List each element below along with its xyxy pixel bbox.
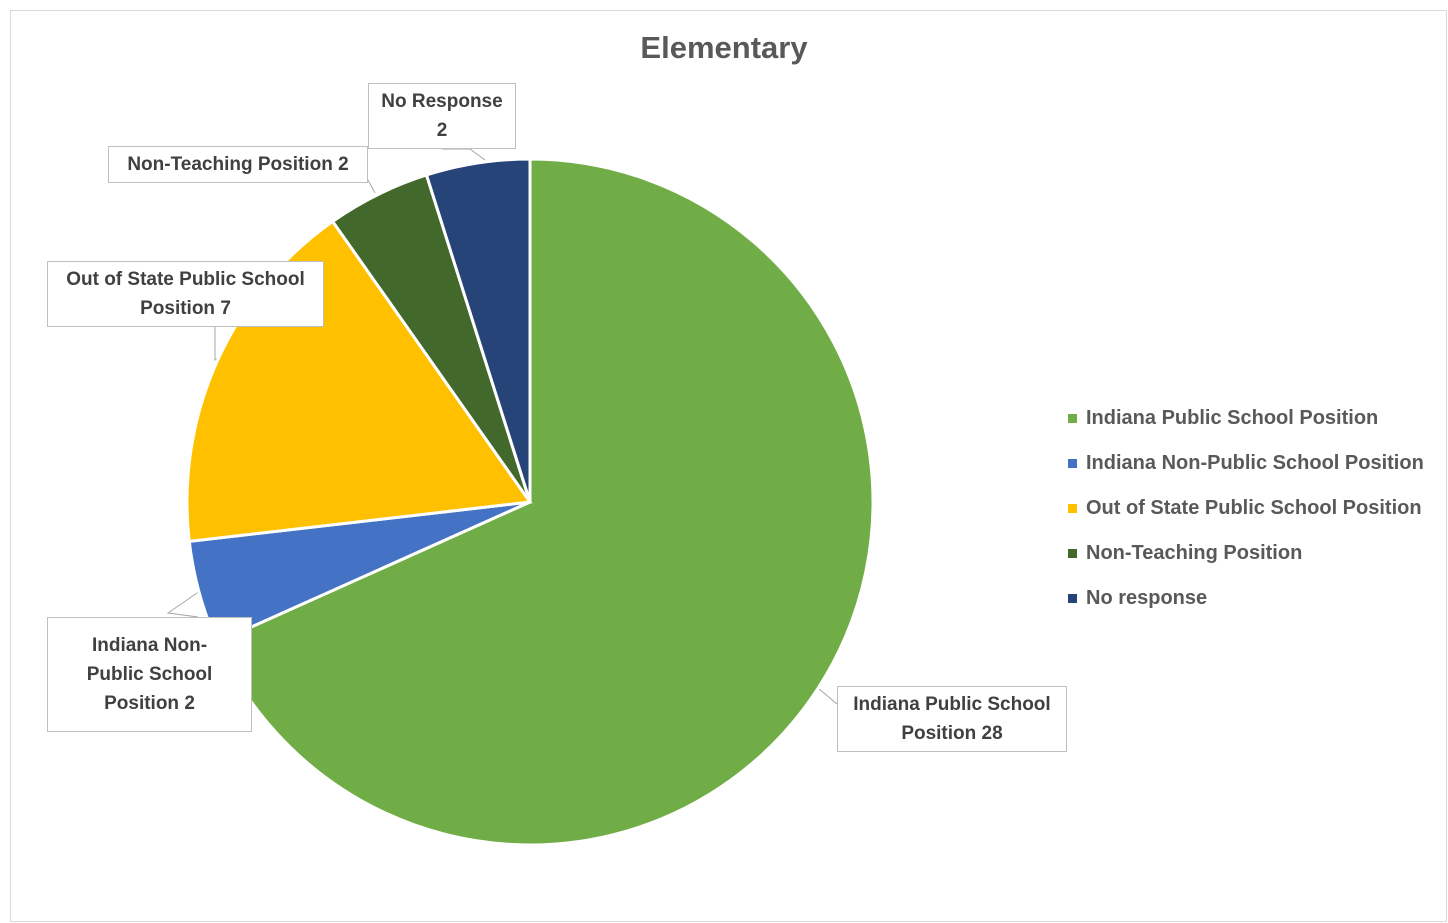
legend-label: No response — [1086, 587, 1208, 609]
data-label-no-response: No Response 2 — [368, 83, 516, 149]
data-label-non-teaching: Non-Teaching Position 2 — [108, 146, 368, 183]
legend-label: Out of State Public School Position — [1086, 497, 1422, 519]
legend-swatch — [1068, 504, 1077, 513]
legend-label: Indiana Public School Position — [1086, 407, 1379, 429]
legend-swatch — [1068, 549, 1077, 558]
data-label-indiana-public: Indiana Public School Position 28 — [837, 686, 1067, 752]
chart-title: Elementary — [640, 30, 808, 65]
slice-indiana-public — [215, 157, 875, 847]
legend-item: Out of State Public School Position — [1068, 486, 1424, 531]
legend-swatch — [1068, 459, 1077, 468]
legend-item: Indiana Non-Public School Position — [1068, 441, 1424, 486]
legend-item: Non-Teaching Position — [1068, 531, 1424, 576]
leader-line — [367, 179, 376, 194]
legend-label: Indiana Non-Public School Position — [1086, 452, 1424, 474]
legend-label: Non-Teaching Position — [1086, 542, 1303, 564]
leader-line — [817, 687, 838, 705]
data-label-out-of-state: Out of State Public School Position 7 — [47, 261, 324, 327]
slice-no-response — [424, 157, 532, 503]
legend-swatch — [1068, 594, 1077, 603]
legend-item: Indiana Public School Position — [1068, 396, 1424, 441]
leader-line — [166, 590, 201, 618]
leader-line — [442, 148, 486, 161]
legend-item: No response — [1068, 576, 1424, 621]
legend-swatch — [1068, 414, 1077, 423]
legend: Indiana Public School Position Indiana N… — [1068, 396, 1424, 621]
data-label-indiana-non-public: Indiana Non- Public School Position 2 — [47, 617, 252, 732]
